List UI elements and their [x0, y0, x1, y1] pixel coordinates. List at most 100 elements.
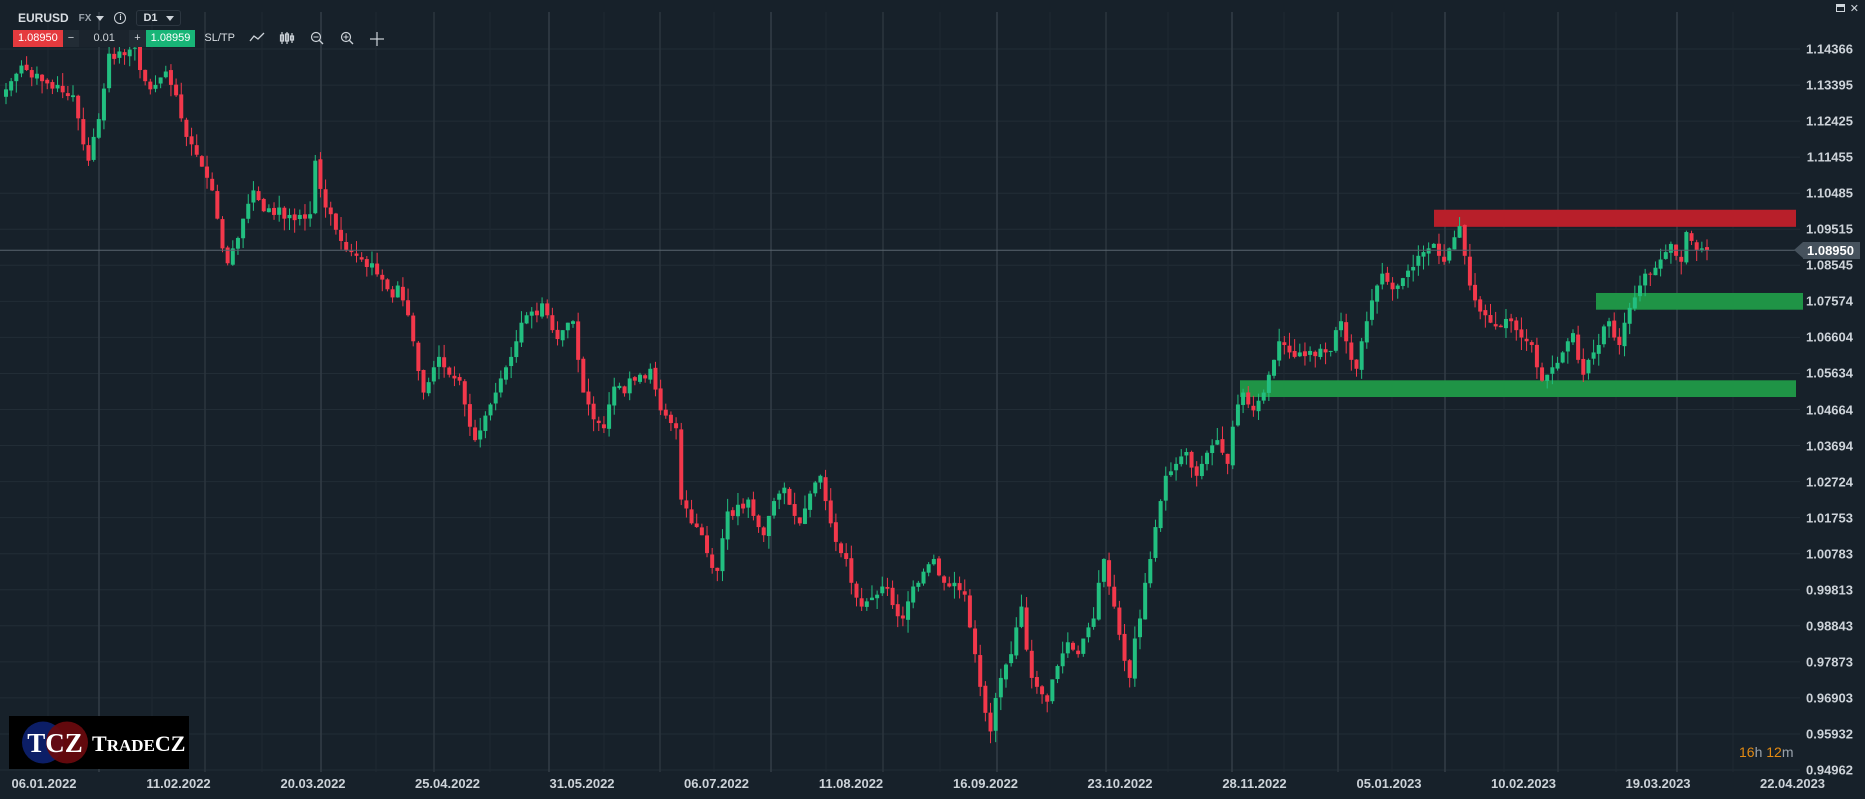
- timeframe-label: D1: [143, 12, 158, 24]
- price-tick-label: 0.98843: [1806, 618, 1853, 634]
- candle-body: [1385, 272, 1390, 282]
- candle: [1519, 317, 1524, 351]
- candle: [1421, 245, 1426, 270]
- sell-button[interactable]: 1.08950: [13, 29, 63, 47]
- price-tick-label: 1.07574: [1806, 293, 1853, 309]
- zoom-in-icon[interactable]: [339, 31, 355, 45]
- candle: [1576, 325, 1581, 364]
- crosshair-icon[interactable]: [369, 31, 385, 46]
- candle-body: [1555, 362, 1560, 369]
- candle-body: [1658, 259, 1663, 269]
- candle-body: [184, 119, 189, 137]
- candle: [1122, 623, 1127, 672]
- candle-body: [24, 64, 29, 71]
- zoom-out-icon[interactable]: [309, 31, 325, 45]
- candle: [1246, 386, 1251, 409]
- candle-body: [751, 499, 756, 516]
- market-selector[interactable]: FX: [79, 13, 105, 24]
- candle: [1596, 333, 1601, 366]
- candle-body: [1158, 501, 1163, 529]
- candle-body: [292, 214, 297, 221]
- candle-body: [1153, 527, 1158, 558]
- candle: [117, 45, 122, 64]
- candle: [287, 208, 292, 230]
- close-icon[interactable]: ✕: [1849, 3, 1859, 15]
- candle: [1679, 250, 1684, 275]
- candle-body: [1163, 475, 1168, 501]
- candle-body: [1024, 607, 1029, 650]
- candle: [1060, 641, 1065, 674]
- candle: [1473, 273, 1478, 308]
- candle: [45, 78, 50, 90]
- candle: [545, 299, 550, 319]
- candle: [163, 65, 168, 79]
- candles-icon[interactable]: [279, 31, 295, 45]
- candle: [1431, 242, 1436, 248]
- candle-body: [1138, 618, 1142, 638]
- candle-body: [1029, 650, 1034, 678]
- candle: [895, 594, 900, 628]
- candle-body: [1627, 307, 1632, 324]
- candle: [1375, 284, 1380, 314]
- candle-body: [885, 586, 890, 589]
- candle-body: [138, 46, 143, 71]
- candle-body: [390, 289, 395, 298]
- candle-body: [519, 322, 524, 343]
- candle-body: [1261, 392, 1266, 401]
- quantity-input[interactable]: 0.01: [79, 29, 130, 47]
- candle-body: [1421, 252, 1426, 257]
- candle-body: [1452, 237, 1457, 250]
- increase-button[interactable]: +: [134, 32, 141, 44]
- candle: [256, 186, 261, 202]
- candle: [220, 216, 225, 253]
- candle: [9, 78, 14, 97]
- candles: [4, 35, 1709, 744]
- candle: [973, 620, 978, 663]
- candle: [1055, 664, 1060, 684]
- candle: [1184, 448, 1189, 465]
- candle: [720, 529, 725, 582]
- buy-button[interactable]: 1.08959: [145, 29, 196, 47]
- candle: [658, 379, 663, 416]
- candle-body: [1210, 445, 1215, 454]
- candle-body: [1529, 342, 1534, 345]
- candle-body: [612, 386, 617, 406]
- sl-tp-button[interactable]: SL/TP: [204, 32, 235, 44]
- candle-body: [1540, 367, 1545, 381]
- candle: [380, 269, 385, 292]
- candle-body: [1246, 392, 1251, 405]
- candle-body: [916, 582, 921, 587]
- candle-body: [895, 604, 900, 617]
- price-tick-label: 1.13395: [1806, 77, 1853, 93]
- candle-body: [601, 424, 606, 429]
- candle: [194, 134, 199, 157]
- candle-body: [983, 685, 988, 713]
- candle: [344, 233, 349, 253]
- candle: [885, 577, 890, 597]
- timeframe-selector[interactable]: D1: [136, 10, 181, 26]
- date-tick-label: 06.07.2022: [683, 776, 750, 791]
- candle-body: [117, 51, 122, 58]
- symbol-bar: EURUSD FX i D1: [18, 8, 181, 28]
- candle: [947, 576, 952, 588]
- candle-body: [318, 159, 323, 189]
- candle-body: [1287, 345, 1292, 353]
- line-chart-icon[interactable]: [249, 31, 265, 45]
- candle: [844, 543, 849, 567]
- candle: [890, 580, 895, 609]
- info-icon[interactable]: i: [114, 12, 127, 24]
- candle-body: [988, 712, 993, 732]
- minimize-icon[interactable]: [1835, 4, 1845, 12]
- decrease-button[interactable]: −: [67, 32, 75, 44]
- candle-body: [488, 404, 493, 416]
- candle-body: [926, 564, 931, 573]
- symbol-name[interactable]: EURUSD: [18, 11, 69, 25]
- candle: [998, 668, 1003, 711]
- candle-body: [40, 74, 45, 82]
- candle-body: [272, 207, 277, 215]
- candle-body: [586, 391, 591, 405]
- candle: [859, 587, 864, 612]
- candle: [1313, 350, 1318, 368]
- candle: [524, 312, 529, 325]
